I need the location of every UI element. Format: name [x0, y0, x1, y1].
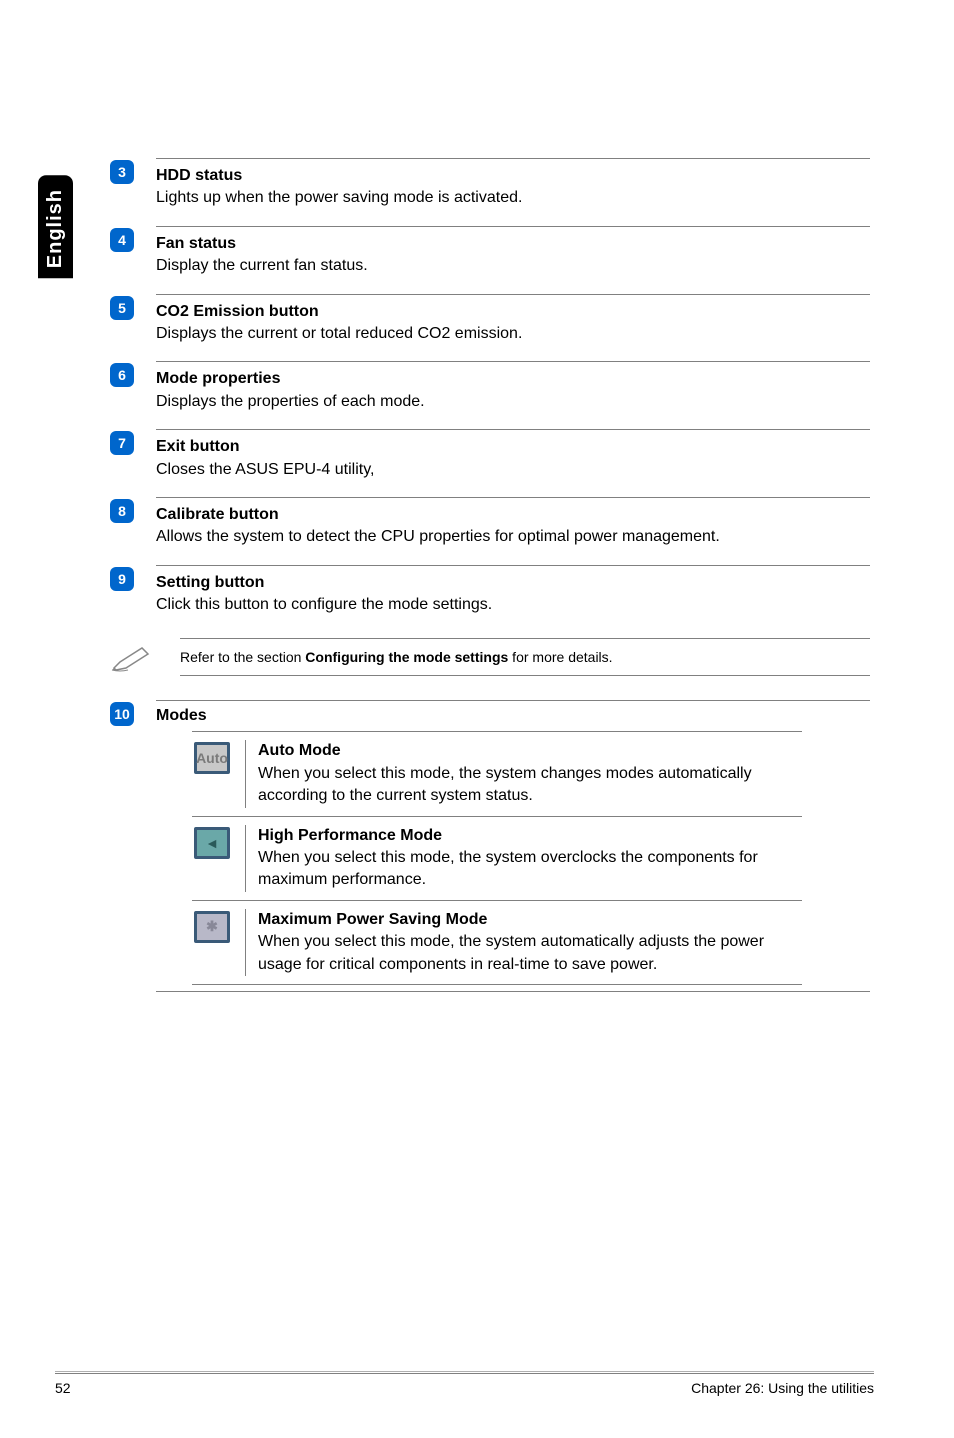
power-saving-icon: ✱ — [194, 911, 230, 943]
item-desc: Closes the ASUS EPU-4 utility, — [156, 459, 870, 481]
modes-section: 10 Modes Auto Auto Mode When you select … — [110, 694, 870, 992]
item-title: Calibrate button — [156, 504, 870, 526]
mode-row: ◄ High Performance Mode When you select … — [192, 816, 802, 900]
item-row: 5 CO2 Emission button Displays the curre… — [110, 286, 870, 354]
chapter-label: Chapter 26: Using the utilities — [691, 1380, 874, 1396]
mode-text: High Performance Mode When you select th… — [246, 825, 802, 892]
item-row: 9 Setting button Click this button to co… — [110, 557, 870, 625]
item-title: Mode properties — [156, 368, 870, 390]
item-text: Calibrate button Allows the system to de… — [156, 497, 870, 549]
high-performance-icon: ◄ — [194, 827, 230, 859]
item-row: 7 Exit button Closes the ASUS EPU-4 util… — [110, 421, 870, 489]
item-badge: 4 — [110, 228, 134, 252]
item-row: 6 Mode properties Displays the propertie… — [110, 353, 870, 421]
item-text: Setting button Click this button to conf… — [156, 565, 870, 617]
mode-name: High Performance Mode — [258, 825, 802, 847]
item-desc: Lights up when the power saving mode is … — [156, 187, 870, 209]
note-text: Refer to the section Configuring the mod… — [180, 638, 870, 676]
item-badge: 5 — [110, 296, 134, 320]
item-badge: 6 — [110, 363, 134, 387]
item-desc: Displays the current or total reduced CO… — [156, 323, 870, 345]
note-row: Refer to the section Configuring the mod… — [110, 624, 870, 694]
main-content: 3 HDD status Lights up when the power sa… — [110, 150, 870, 992]
item-title: CO2 Emission button — [156, 301, 870, 323]
item-desc: Displays the properties of each mode. — [156, 391, 870, 413]
language-tab: English — [38, 175, 73, 278]
mode-icon-cell: Auto — [192, 740, 246, 807]
item-title: Setting button — [156, 572, 870, 594]
item-text: CO2 Emission button Displays the current… — [156, 294, 870, 346]
item-text: Exit button Closes the ASUS EPU-4 utilit… — [156, 429, 870, 481]
footer-divider — [55, 1371, 874, 1372]
item-desc: Display the current fan status. — [156, 255, 870, 277]
item-text: Mode properties Displays the properties … — [156, 361, 870, 413]
item-badge: 3 — [110, 160, 134, 184]
auto-mode-icon: Auto — [194, 742, 230, 774]
page-number: 52 — [55, 1380, 71, 1396]
note-prefix: Refer to the section — [180, 649, 305, 665]
mode-desc: When you select this mode, the system ch… — [258, 765, 752, 804]
mode-row: Auto Auto Mode When you select this mode… — [192, 731, 802, 815]
item-badge: 9 — [110, 567, 134, 591]
item-text: HDD status Lights up when the power savi… — [156, 158, 870, 210]
item-title: HDD status — [156, 165, 870, 187]
mode-row: ✱ Maximum Power Saving Mode When you sel… — [192, 900, 802, 985]
item-badge: 8 — [110, 499, 134, 523]
modes-title: Modes — [156, 707, 870, 725]
mode-text: Auto Mode When you select this mode, the… — [246, 740, 802, 807]
note-suffix: for more details. — [508, 649, 612, 665]
item-desc: Click this button to configure the mode … — [156, 594, 870, 616]
pencil-icon — [110, 642, 154, 672]
modes-badge: 10 — [110, 702, 134, 726]
mode-name: Maximum Power Saving Mode — [258, 909, 802, 931]
item-title: Fan status — [156, 233, 870, 255]
item-row: 3 HDD status Lights up when the power sa… — [110, 150, 870, 218]
modes-table: Auto Auto Mode When you select this mode… — [192, 731, 802, 985]
item-row: 8 Calibrate button Allows the system to … — [110, 489, 870, 557]
mode-text: Maximum Power Saving Mode When you selec… — [246, 909, 802, 976]
note-bold: Configuring the mode settings — [305, 649, 508, 665]
item-text: Fan status Display the current fan statu… — [156, 226, 870, 278]
item-desc: Allows the system to detect the CPU prop… — [156, 526, 870, 548]
mode-name: Auto Mode — [258, 740, 802, 762]
modes-content: Modes Auto Auto Mode When you select thi… — [156, 700, 870, 992]
item-row: 4 Fan status Display the current fan sta… — [110, 218, 870, 286]
item-badge: 7 — [110, 431, 134, 455]
mode-icon-cell: ✱ — [192, 909, 246, 976]
mode-icon-cell: ◄ — [192, 825, 246, 892]
item-title: Exit button — [156, 436, 870, 458]
mode-desc: When you select this mode, the system au… — [258, 933, 764, 972]
page-footer: 52 Chapter 26: Using the utilities — [55, 1373, 874, 1396]
mode-desc: When you select this mode, the system ov… — [258, 849, 758, 888]
